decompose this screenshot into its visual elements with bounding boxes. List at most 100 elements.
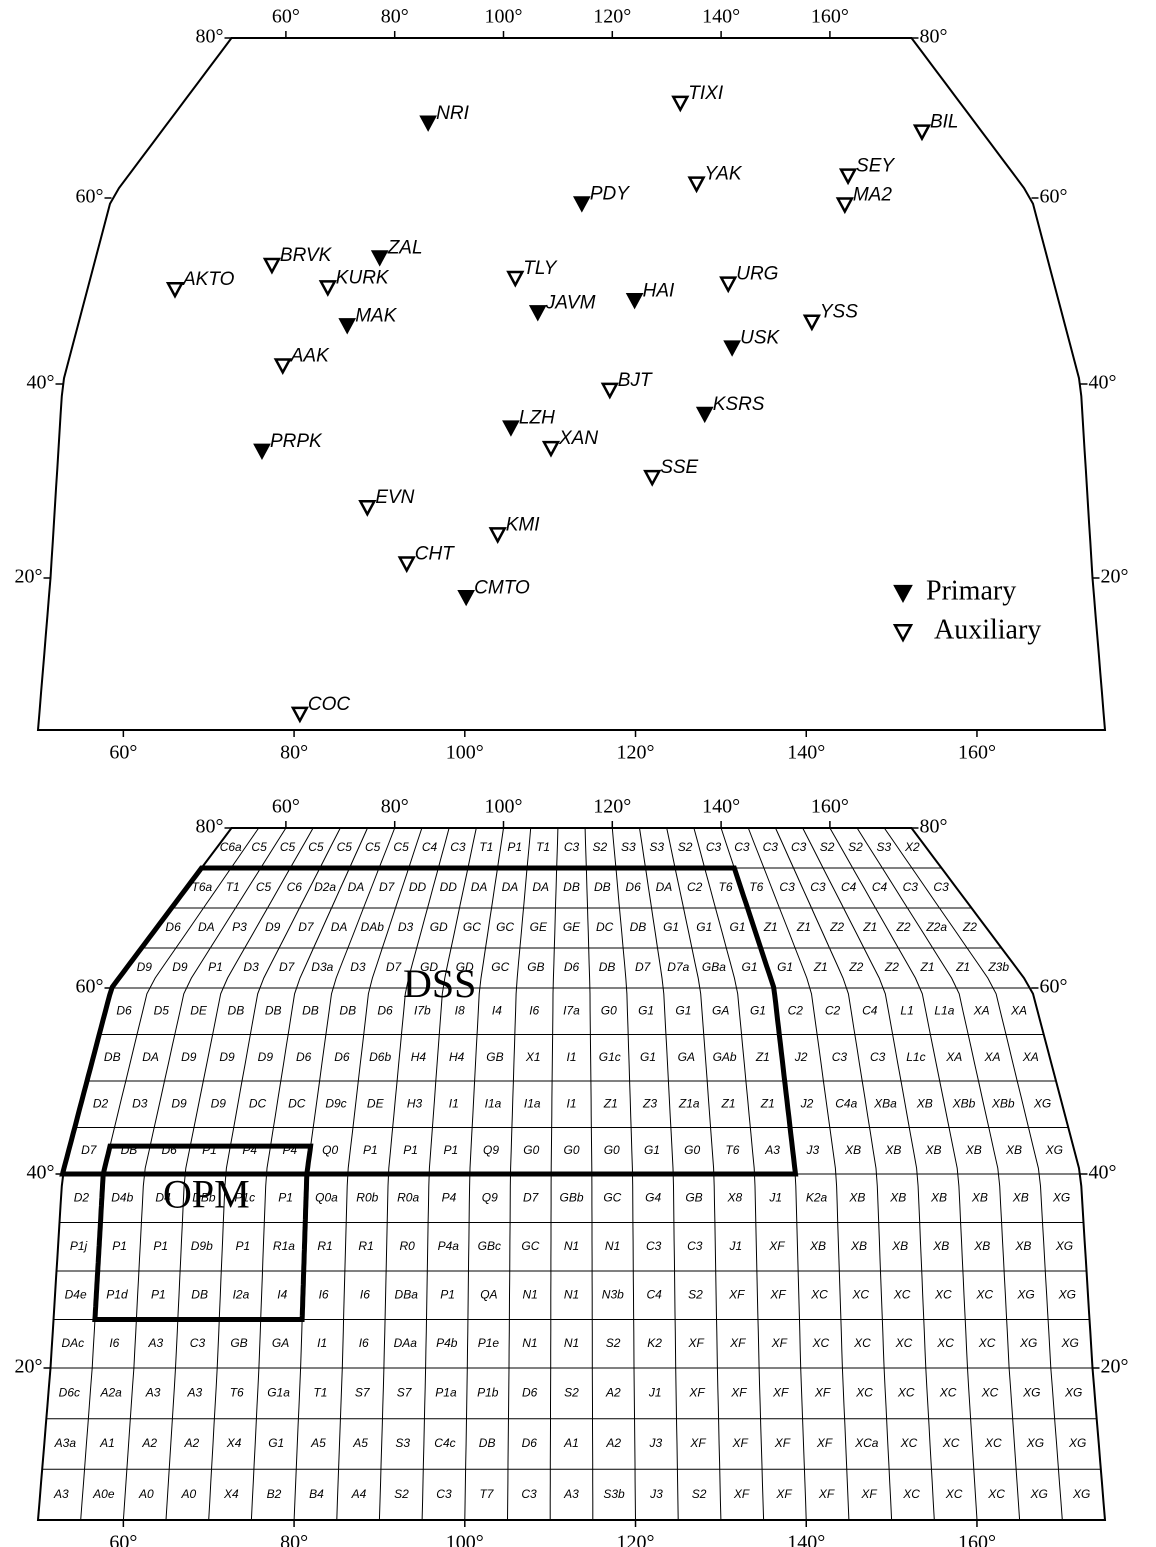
cell-label: XC <box>893 1287 911 1301</box>
cell-label: J3 <box>649 1436 663 1450</box>
cell-label: C3 <box>763 840 779 854</box>
cell-label: XC <box>902 1487 920 1501</box>
cell-label: C3 <box>564 840 580 854</box>
cell-label: DA <box>331 920 348 934</box>
station-marker <box>687 176 706 194</box>
cell-label: C3 <box>832 1050 848 1064</box>
cell-label: T6a <box>192 880 213 894</box>
cell-label: S2 <box>394 1487 409 1501</box>
cell-meridian <box>250 827 368 1521</box>
cell-label: I6 <box>360 1287 370 1301</box>
cell-label: P1a <box>435 1386 457 1400</box>
cell-label: XA <box>973 1003 990 1017</box>
cell-label: C3 <box>779 880 795 894</box>
cell-label: C4 <box>862 1003 878 1017</box>
cell-label: G0 <box>523 1143 539 1157</box>
cell-label: G1 <box>644 1143 660 1157</box>
cell-label: DBb <box>192 1190 216 1204</box>
cell-label: XB <box>973 1239 990 1253</box>
cell-label: DAb <box>361 920 385 934</box>
y-tick-label: 40° <box>27 372 55 394</box>
cell-label: XB <box>891 1239 908 1253</box>
cell-label: A2a <box>100 1386 123 1400</box>
cell-label: D6 <box>564 960 580 974</box>
cell-label: XB <box>930 1190 947 1204</box>
station-marker <box>262 257 282 275</box>
y-tick-label: 20° <box>15 566 43 588</box>
cell-label: K2 <box>647 1336 662 1350</box>
cell-label: XA <box>1022 1050 1039 1064</box>
cell-label: G0 <box>684 1143 700 1157</box>
station-marker <box>600 382 619 400</box>
station-marker <box>838 168 858 186</box>
cell-label: XA <box>1010 1003 1027 1017</box>
cell-label: A3 <box>53 1487 69 1501</box>
cell-label: DB <box>563 880 580 894</box>
y-tick-label: 20° <box>15 1356 43 1378</box>
cell-label: GA <box>678 1050 695 1064</box>
cell-label: J3 <box>649 1487 663 1501</box>
cell-label: XB <box>965 1143 982 1157</box>
x-tick-label: 120° <box>593 796 631 818</box>
cell-label: GC <box>496 920 514 934</box>
cell-label: H4 <box>449 1050 465 1064</box>
region-box <box>59 865 799 1177</box>
cell-label: L1a <box>934 1003 954 1017</box>
cell-label: P1 <box>236 1239 251 1253</box>
cell-label: DB <box>104 1050 121 1064</box>
cell-label: I1a <box>524 1096 541 1110</box>
station-label: KMI <box>506 514 541 535</box>
cell-label: XF <box>860 1487 877 1501</box>
cell-label: N1 <box>564 1336 579 1350</box>
station-label: BIL <box>930 112 959 133</box>
station-marker <box>695 406 714 424</box>
cell-label: Z1 <box>862 920 877 934</box>
station-label: USK <box>740 328 780 349</box>
station-marker <box>835 197 854 215</box>
cell-label: DA <box>471 880 488 894</box>
cell-label: D2a <box>314 880 336 894</box>
cell-label: X4 <box>226 1436 242 1450</box>
station-label: CHT <box>415 543 455 564</box>
y-tick-label: 40° <box>1089 1162 1117 1184</box>
cell-label: DD <box>409 880 427 894</box>
station-label: XAN <box>558 428 598 449</box>
cell-label: A3 <box>187 1386 203 1400</box>
cell-label: XF <box>732 1436 749 1450</box>
cell-label: A5 <box>310 1436 326 1450</box>
x-tick-label: 100° <box>485 6 523 28</box>
cell-meridian <box>584 827 594 1520</box>
cell-label: XC <box>936 1336 954 1350</box>
cell-label: S2 <box>688 1287 703 1301</box>
cell-label: R1a <box>273 1239 295 1253</box>
cell-label: Z1 <box>955 960 970 974</box>
station-marker <box>457 589 475 607</box>
x-tick-label: 100° <box>485 796 523 818</box>
cell-label: XA <box>983 1050 1000 1064</box>
cell-label: XG <box>1055 1239 1073 1253</box>
cell-label: J1 <box>648 1386 662 1400</box>
station-marker <box>802 314 821 332</box>
legend-label: Primary <box>926 575 1016 606</box>
cell-label: XF <box>733 1487 750 1501</box>
cell-label: DA <box>502 880 519 894</box>
cell-label: A3 <box>563 1487 579 1501</box>
cell-label: K2a <box>806 1190 828 1204</box>
station-marker <box>397 556 416 574</box>
station-marker <box>290 706 309 724</box>
cell-label: XG <box>1029 1487 1047 1501</box>
station-marker <box>273 358 292 376</box>
cell-label: D9 <box>219 1050 235 1064</box>
station-label: TIXI <box>688 83 724 104</box>
cell-label: XB <box>884 1143 901 1157</box>
cell-label: A3 <box>145 1386 161 1400</box>
station-marker <box>253 443 271 460</box>
cell-label: T1 <box>536 840 550 854</box>
cell-label: S3 <box>877 840 892 854</box>
cell-label: DA <box>348 880 365 894</box>
cell-label: XC <box>984 1436 1002 1450</box>
cell-label: D4e <box>65 1287 87 1301</box>
cell-label: R0a <box>397 1190 419 1204</box>
cell-label: XF <box>772 1386 789 1400</box>
